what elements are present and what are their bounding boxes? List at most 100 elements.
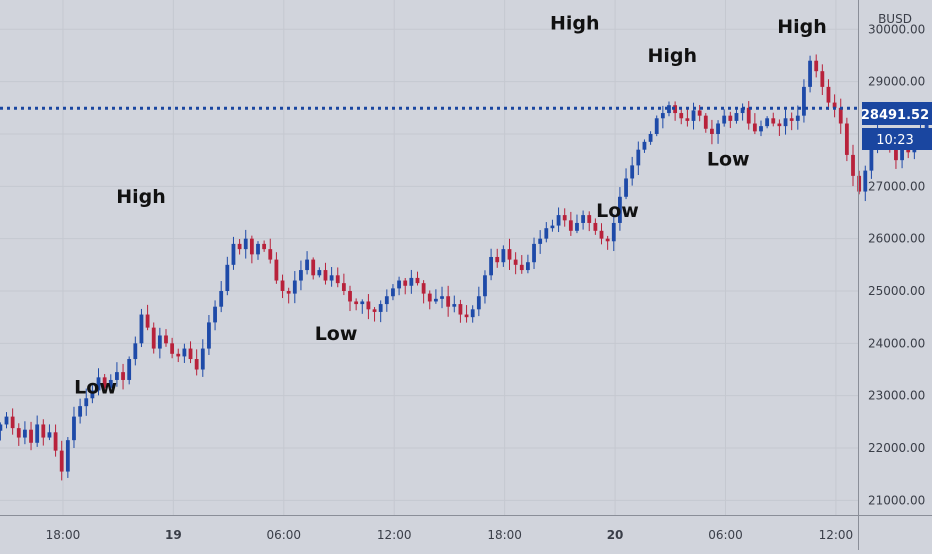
candle [746,101,751,130]
candle [532,237,536,269]
candle [237,239,242,255]
time-tick-label: 20 [607,528,624,542]
candle [219,281,224,313]
annotation-low: Low [596,200,639,222]
candle [157,327,162,359]
candle [421,280,426,304]
candle [446,285,451,317]
candle [795,105,800,130]
time-axis[interactable]: 18:00 19 06:00 12:00 18:00 20 06:00 12:00 [46,528,854,542]
candle [697,105,702,122]
candle [378,300,383,323]
candle [765,116,770,129]
candle [618,187,622,231]
price-tag-background [862,102,932,125]
annotation-low: Low [707,148,750,170]
candle [41,419,46,446]
candle [397,276,401,296]
candle [716,120,720,144]
annotation-low: Low [74,377,117,399]
candle [341,273,346,296]
candle [292,271,297,304]
candle [507,238,512,271]
candle [470,305,475,323]
candle [286,287,291,304]
current-price-tag: 28491.52 10:23 [861,102,932,150]
countdown-background [862,128,932,150]
candle [525,254,530,274]
candle [102,373,107,393]
candle [452,295,457,313]
annotation-high: High [648,45,698,67]
candle [415,271,420,286]
candle [863,165,868,202]
countdown-label: 10:23 [876,133,913,148]
candle [231,236,236,270]
candle [562,208,567,227]
candle [65,437,70,478]
candle [372,307,377,322]
annotation-high: High [116,186,166,208]
candle [433,289,438,304]
time-tick-label: 12:00 [819,528,854,542]
candle [544,222,549,243]
candle [16,423,21,446]
candle [35,415,40,447]
candle [360,299,365,314]
candle [783,109,788,135]
candle [164,329,168,347]
candle [194,349,199,376]
time-tick-label: 18:00 [487,528,522,542]
candle [384,289,389,312]
candle [96,368,101,396]
time-tick-label: 06:00 [266,528,301,542]
candle [624,168,628,200]
candle [648,131,653,145]
candle [654,115,659,137]
price-tick-label: 26000.00 [868,232,925,246]
candle [139,308,144,348]
candle [170,337,175,359]
price-tick-label: 24000.00 [868,336,925,350]
grid [0,0,858,515]
candle [305,251,309,275]
candle [556,207,561,233]
candle [329,266,334,287]
candle [29,421,33,451]
time-tick-label: 06:00 [708,528,743,542]
candle [777,119,782,136]
candle [513,252,518,275]
candle [789,112,794,131]
candle [23,421,27,445]
candle [311,257,316,280]
candle [323,262,328,285]
candle [519,255,524,274]
annotations: High Low Low High Low High Low High [74,12,827,398]
candle [72,406,76,449]
candle [207,314,211,355]
candle [759,120,763,137]
candle [771,112,776,127]
candle [47,424,52,441]
candle [820,64,825,96]
currency-label: BUSD [878,12,912,26]
candle [188,341,193,364]
candle [489,248,493,281]
candle [249,235,254,264]
candle [581,210,586,230]
candle [354,298,359,311]
current-price-label: 28491.52 [861,108,929,123]
candle [274,252,279,284]
candle [703,113,708,133]
candle [317,267,322,278]
candle [335,267,340,288]
candle [734,109,739,124]
candle [464,305,469,323]
candle [403,277,408,295]
candle [280,274,285,299]
candle [495,248,500,268]
candle [133,336,138,366]
candle [78,398,83,424]
